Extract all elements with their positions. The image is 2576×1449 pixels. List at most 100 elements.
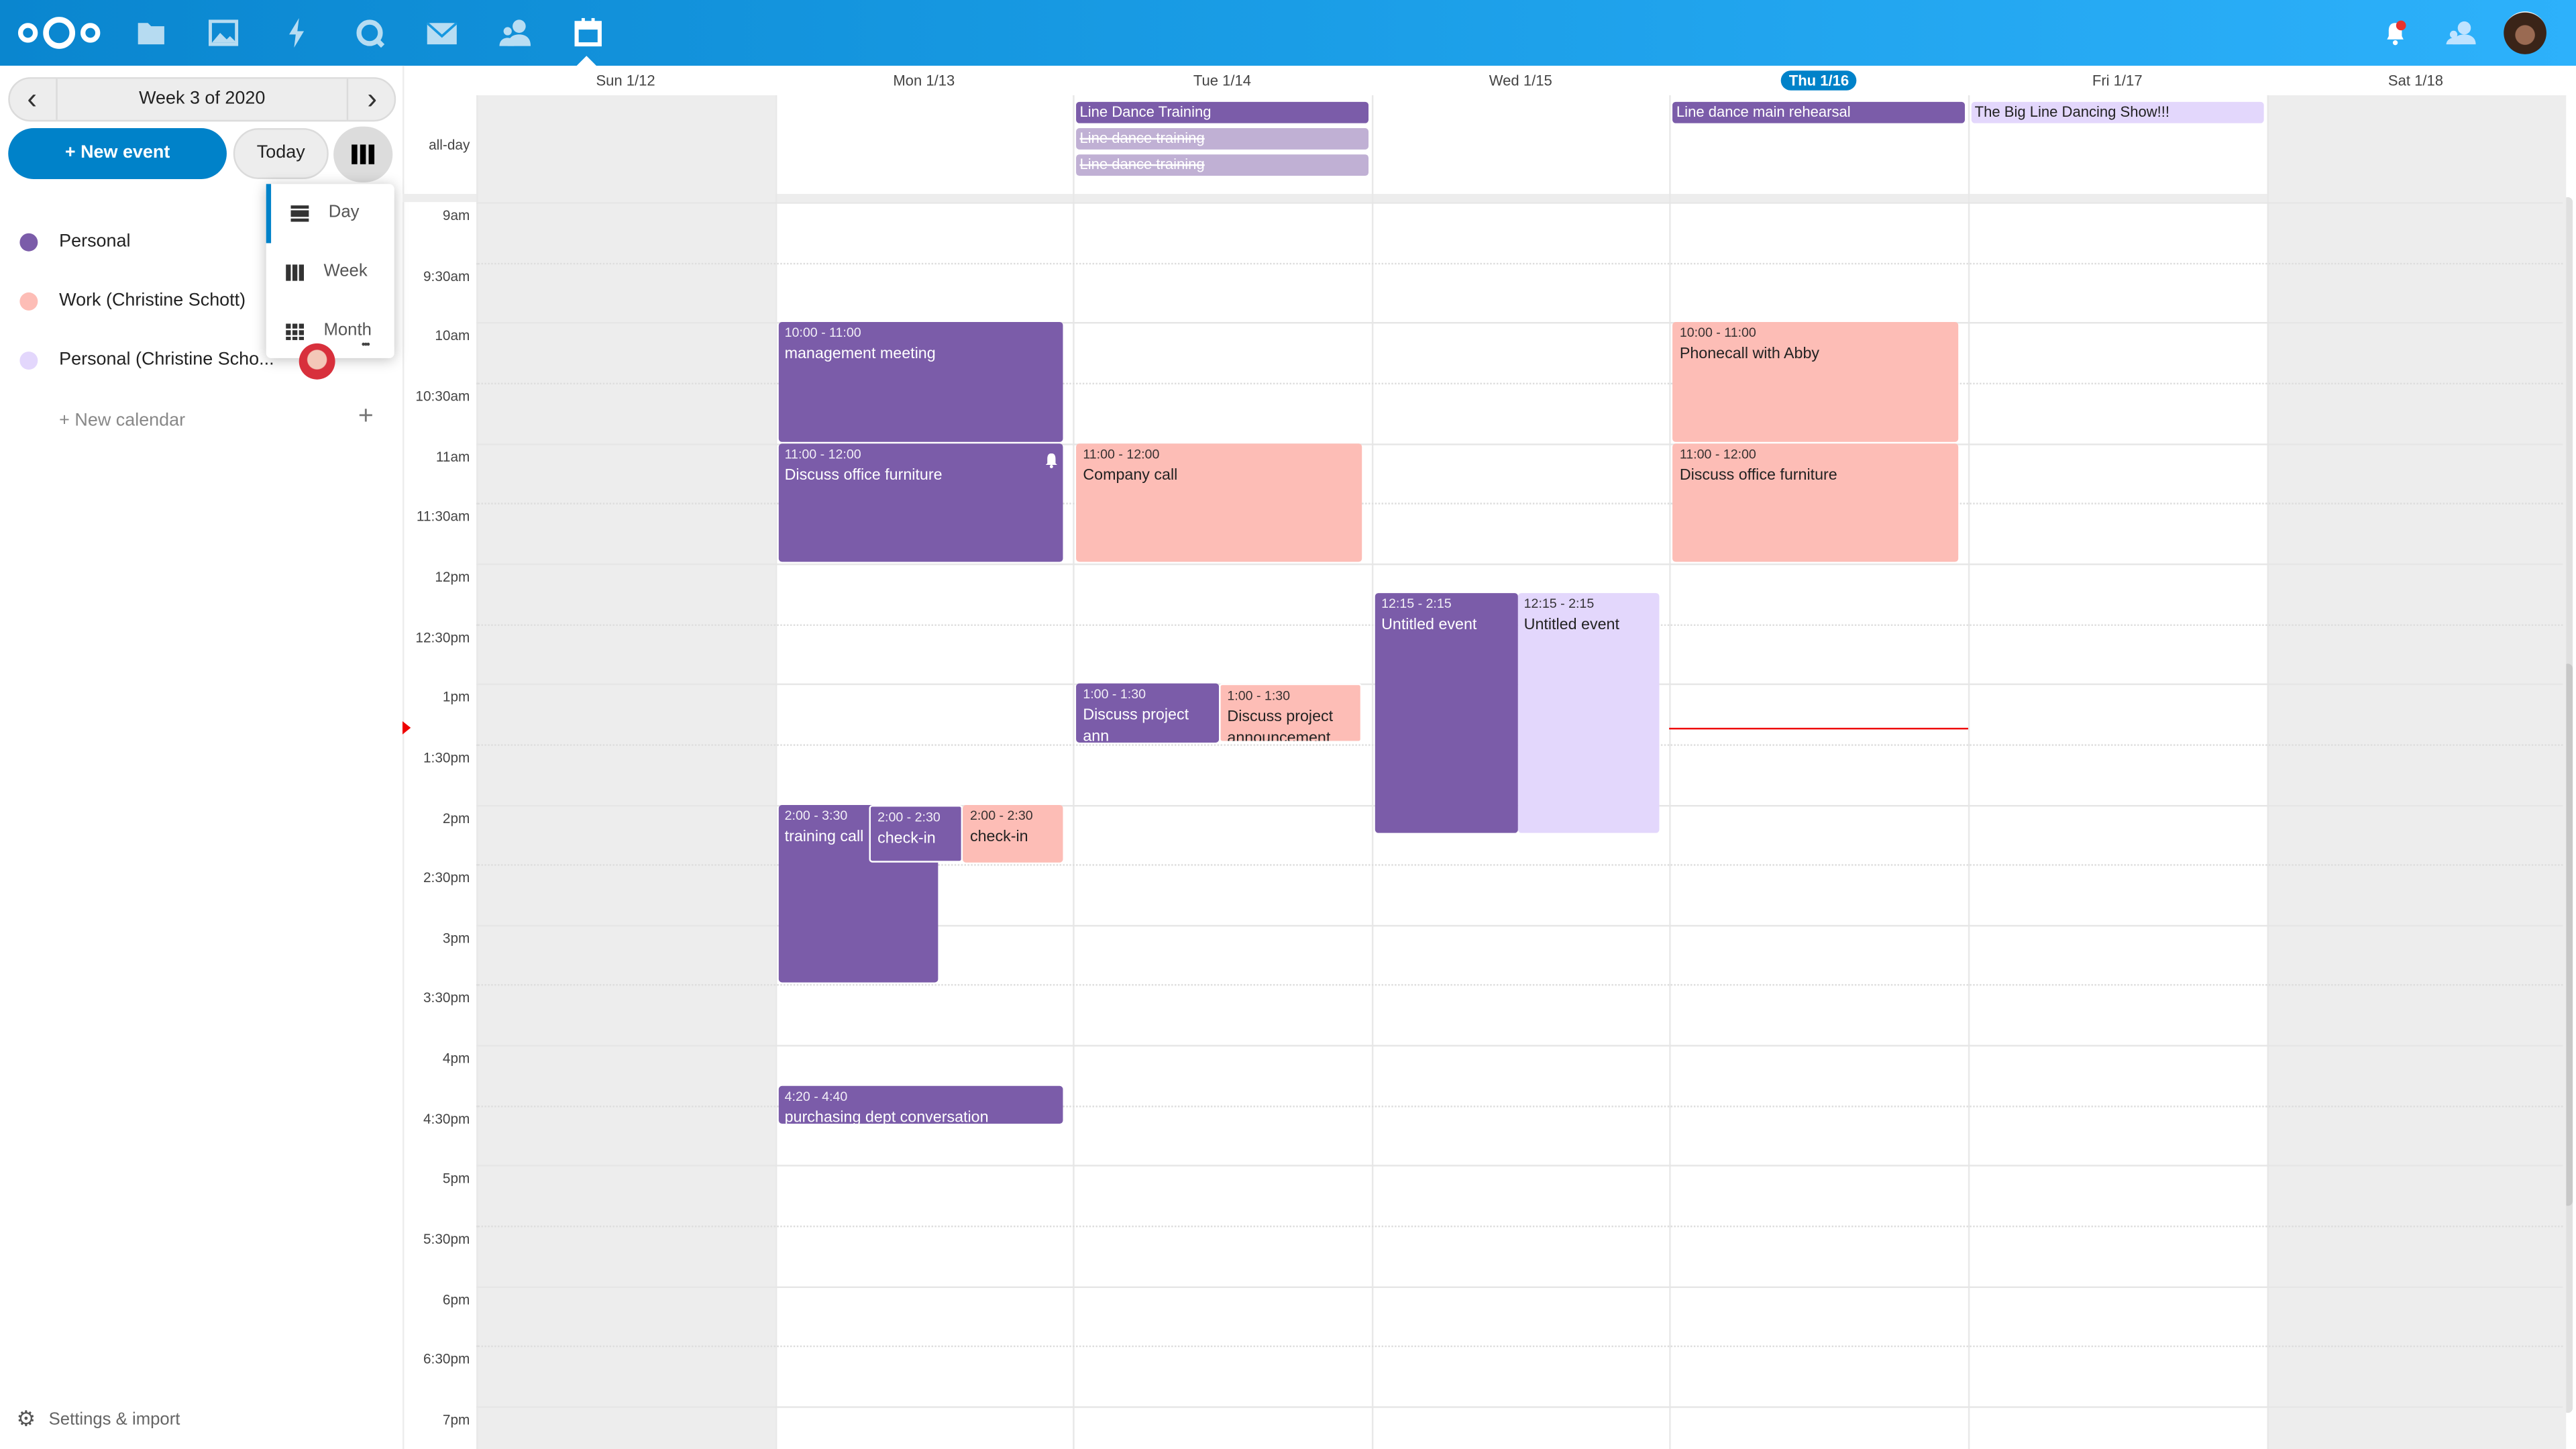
nextcloud-logo[interactable] [16,15,101,59]
grid-line [476,202,2563,204]
event-time: 1:00 - 1:30 [1083,687,1146,702]
grid-line [476,322,2563,325]
day-column[interactable] [1073,95,1373,1449]
all-day-event[interactable]: Line Dance Training [1076,101,1368,123]
view-switcher-button[interactable] [333,126,393,182]
day-view-icon [290,205,309,222]
reminder-bell-icon [1045,446,1059,476]
day-header[interactable]: Sun 1/12 [476,66,775,95]
calendar-item[interactable]: Personal (Christine Scho... ••• [0,330,402,389]
calendar-event[interactable]: 11:00 - 12:00 Discuss office furniture [1673,443,1959,562]
time-label: 3pm [442,929,470,947]
view-option-day[interactable]: Day [266,184,394,244]
time-label: 1:30pm [423,749,470,765]
event-title: Untitled event [1381,616,1477,635]
time-label: 12:30pm [415,628,470,645]
today-button[interactable]: Today [233,128,329,179]
day-header[interactable]: Mon 1/13 [775,66,1073,95]
day-column[interactable] [1968,95,2267,1449]
grid-line [476,1285,2563,1288]
view-dropdown-menu: Day Week Month [266,184,394,358]
grid-line [476,864,2563,866]
add-calendar-plus-icon[interactable]: + [358,402,374,431]
time-label: 6:30pm [423,1350,470,1368]
current-time-line [1670,728,1969,730]
day-header-label: Fri 1/17 [2092,72,2143,89]
grid-line [476,1105,2563,1108]
view-option-week[interactable]: Week [266,243,394,302]
files-icon[interactable] [135,16,168,49]
contacts-icon[interactable] [498,16,531,49]
grid-line [476,1226,2563,1228]
all-day-event[interactable]: Line dance main rehearsal [1673,101,1965,123]
new-event-button[interactable]: + New event [8,128,227,179]
active-app-indicator [576,56,596,66]
calendar-event[interactable]: 11:00 - 12:00 Discuss office furniture [777,443,1063,562]
settings-import-button[interactable]: ⚙ Settings & import [16,1406,180,1432]
next-week-button[interactable]: › [367,82,378,115]
calendar-event[interactable]: 1:00 - 1:30 Discuss project ann [1076,684,1220,743]
day-header[interactable]: Sat 1/18 [2267,66,2565,95]
day-header[interactable]: Tue 1/14 [1073,66,1372,95]
contacts-menu-icon[interactable] [2446,19,2476,54]
time-label: 5:30pm [423,1230,470,1247]
calendar-color-dot[interactable] [19,292,38,311]
grid-line [476,503,2563,505]
calendar-event[interactable]: 2:00 - 2:30 check-in [963,804,1063,863]
time-label: 7pm [442,1411,470,1428]
calendar-color-dot[interactable] [19,233,38,252]
event-time: 2:00 - 2:30 [969,807,1033,822]
time-label: 12pm [435,568,470,585]
calendar-icon[interactable] [572,16,604,49]
event-time: 11:00 - 12:00 [1679,446,1756,462]
time-label: 9:30am [423,267,470,284]
all-day-event[interactable]: The Big Line Dancing Show!!! [1971,101,2263,123]
activity-icon[interactable] [280,16,313,49]
view-option-month[interactable]: Month [266,303,394,362]
calendar-color-dot[interactable] [19,352,38,370]
mail-icon[interactable] [426,16,459,49]
day-header-label: Sun 1/12 [596,72,655,89]
event-title: training call [784,827,864,846]
day-column[interactable] [2266,95,2566,1449]
calendar-event[interactable]: 12:15 - 2:15 Untitled event [1517,593,1660,833]
grid-line [476,443,2563,445]
photos-icon[interactable] [207,16,240,49]
time-label: 9am [442,207,470,224]
event-time: 4:20 - 4:40 [784,1088,848,1104]
all-day-event[interactable]: Line dance training [1076,154,1368,176]
calendar-event[interactable]: 12:15 - 2:15 Untitled event [1375,593,1517,833]
event-title: Discuss office furniture [784,466,943,484]
notifications-bell-icon[interactable] [2382,19,2408,54]
calendar-event[interactable]: 1:00 - 1:30 Discuss project announcement [1219,684,1362,743]
talk-icon[interactable] [353,16,386,49]
calendar-event[interactable]: 10:00 - 11:00 management meeting [777,322,1063,441]
calendar-event[interactable]: 10:00 - 11:00 Phonecall with Abby [1673,322,1959,441]
time-label: 11am [435,447,470,465]
new-calendar-button[interactable]: + New calendar [59,411,186,431]
day-column[interactable] [476,95,775,1449]
event-title: Phonecall with Abby [1679,345,1820,364]
previous-week-button[interactable]: ‹ [27,82,38,115]
day-column[interactable] [1670,95,1969,1449]
week-label[interactable]: Week 3 of 2020 [56,78,349,120]
time-label: 4:30pm [423,1110,470,1127]
day-header[interactable]: Thu 1/16 [1670,66,1968,95]
day-column[interactable] [774,95,1074,1449]
shared-owner-avatar [299,343,335,380]
day-column[interactable] [1371,95,1670,1449]
day-header[interactable]: Wed 1/15 [1371,66,1670,95]
calendar-event[interactable]: 4:20 - 4:40 purchasing dept conversation [777,1085,1063,1124]
all-day-event[interactable]: Line dance training [1076,127,1368,150]
day-header[interactable]: Fri 1/17 [1968,66,2267,95]
user-avatar[interactable] [2504,11,2546,54]
calendar-event[interactable]: 11:00 - 12:00 Company call [1076,443,1362,562]
event-time: 12:15 - 2:15 [1381,596,1452,612]
calendar-item[interactable]: Personal [0,212,402,271]
calendar-event[interactable]: 2:00 - 2:30 check-in [869,804,964,863]
calendar-more-options-icon[interactable]: ••• [361,339,370,352]
calendar-name: Work (Christine Schott) [59,290,246,311]
time-label: 3:30pm [423,989,470,1006]
calendar-item[interactable]: Work (Christine Schott) [0,271,402,330]
